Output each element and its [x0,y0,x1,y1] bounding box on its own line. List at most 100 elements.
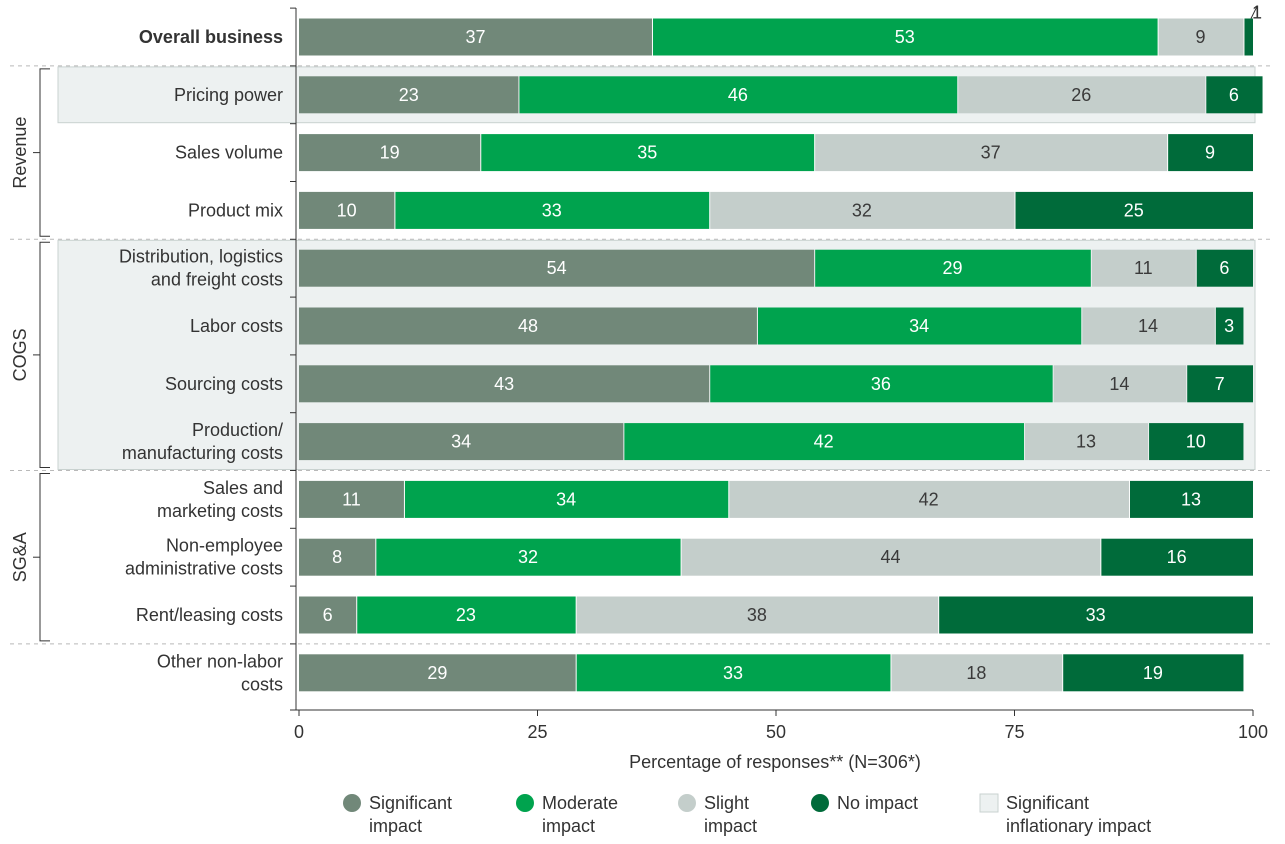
data-label: 9 [1196,27,1206,47]
category-label: Non-employee administrative costs [125,536,283,579]
data-label: 10 [1186,432,1206,452]
bar-segment [1149,423,1244,461]
bar-segment [299,654,576,692]
data-label: 46 [728,85,748,105]
bar-segment [299,538,376,576]
data-label: 43 [494,374,514,394]
data-label: 37 [465,27,485,47]
bar-segment [1015,191,1253,229]
x-tick-label: 0 [294,722,304,742]
data-label: 34 [556,489,576,509]
bar-segment [939,596,1253,634]
bar-segment [576,654,891,692]
data-label: 14 [1138,316,1158,336]
bar-segment [1215,307,1244,345]
x-tick-label: 75 [1004,722,1024,742]
bar-segment [1187,365,1253,403]
bar-segment [1129,480,1253,518]
bar-segment [299,134,481,172]
data-label: 29 [942,258,962,278]
bar-segment [357,596,576,634]
category-label: Other non-labor costs [157,651,283,694]
data-label: 44 [880,547,900,567]
data-label: 13 [1181,489,1201,509]
legend-label: Moderate impact [542,793,618,836]
data-label: 19 [380,143,400,163]
bar-segment [624,423,1025,461]
category-label: Sales volume [175,143,283,163]
bar-segment [519,76,958,114]
bar-segment [576,596,939,634]
bar-segment [1063,654,1244,692]
legend-label: Slight impact [704,793,757,836]
data-label: 42 [814,432,834,452]
bar-segment [299,191,395,229]
data-label: 18 [966,663,986,683]
bar-segment [729,480,1129,518]
bar-segment [481,134,815,172]
bar-segment [1025,423,1149,461]
x-tick-label: 50 [766,722,786,742]
x-axis-title: Percentage of responses** (N=306*) [629,752,921,772]
bar-segment [815,134,1168,172]
data-label: 10 [337,200,357,220]
bar-segment [404,480,729,518]
bar-segment [376,538,681,576]
bar-segment [1196,249,1253,287]
group-bracket [39,241,50,468]
data-label: 38 [747,605,767,625]
legend-marker-highlight [979,793,999,813]
bar-segment [1082,307,1215,345]
data-label: 3 [1224,316,1234,336]
data-label: 6 [323,605,333,625]
data-label-leader [1250,6,1258,19]
category-label: Overall business [139,27,283,47]
bar-segment [815,249,1091,287]
data-label: 33 [1086,605,1106,625]
data-label: 14 [1109,374,1129,394]
category-label: Sourcing costs [165,374,283,394]
legend-marker [811,794,829,812]
bar-segment [1101,538,1253,576]
data-label: 33 [723,663,743,683]
group-bracket [39,68,50,237]
bar-segment [757,307,1082,345]
category-label: Rent/leasing costs [136,605,283,625]
bar-segment [299,18,652,56]
bar-segment [1244,18,1253,56]
bar-segment [299,365,710,403]
data-label: 19 [1143,663,1163,683]
category-label: Sales and marketing costs [157,478,283,521]
x-tick-label: 25 [527,722,547,742]
data-label: 37 [981,143,1001,163]
group-label: Revenue [10,117,30,189]
x-tick-label: 100 [1238,722,1268,742]
bar-segment [1168,134,1253,172]
data-label: 33 [542,200,562,220]
legend-marker [343,794,361,812]
bar-segment [1091,249,1196,287]
legend-label: Significant impact [369,793,452,836]
data-label: 54 [547,258,567,278]
data-label: 42 [919,489,939,509]
bar-segment [958,76,1206,114]
bar-segment [1158,18,1244,56]
bar-segment [299,480,404,518]
category-label: Product mix [188,200,283,220]
data-label: 23 [399,85,419,105]
data-label: 7 [1215,374,1225,394]
bar-segment [299,423,624,461]
data-label: 6 [1229,85,1239,105]
data-label: 1 [1252,3,1262,23]
data-label: 32 [518,547,538,567]
bar-segment [652,18,1158,56]
bar-segment [710,365,1053,403]
bar-segment [299,76,519,114]
legend-marker [516,794,534,812]
data-label: 32 [852,200,872,220]
category-label: Distribution, logistics and freight costs [119,247,283,290]
legend-marker [678,794,696,812]
data-label: 53 [895,27,915,47]
group-label: COGS [10,328,30,381]
